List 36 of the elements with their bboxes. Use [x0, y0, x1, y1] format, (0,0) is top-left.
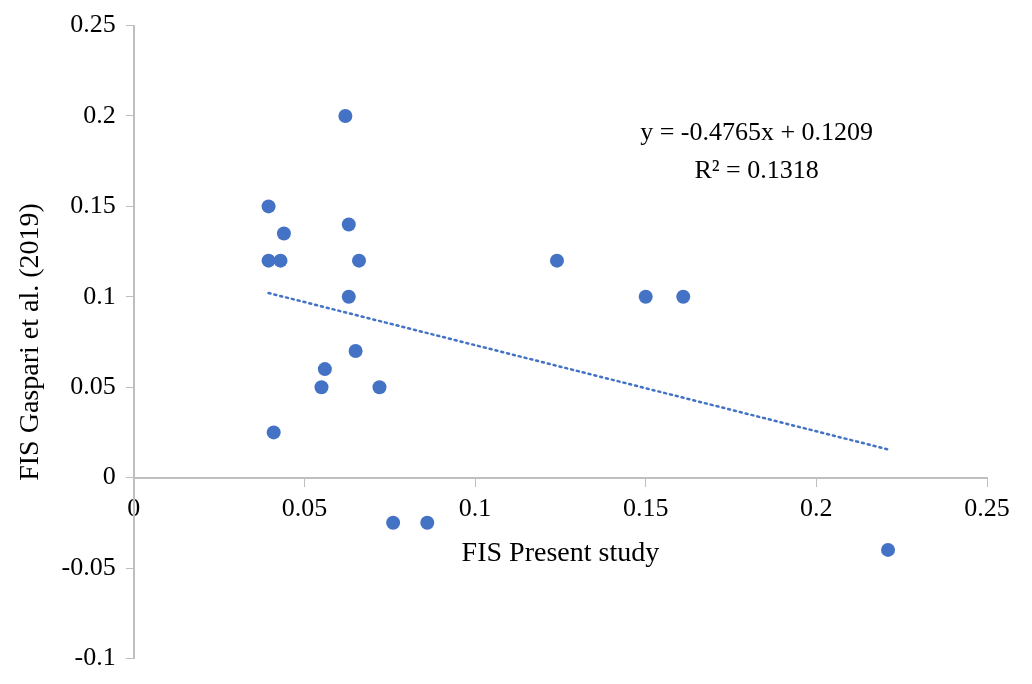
- point: [352, 253, 367, 268]
- y-tick-label: 0: [102, 461, 116, 491]
- annotation: R² = 0.1318: [694, 155, 819, 185]
- y-tick-label: 0.1: [83, 280, 116, 310]
- point: [420, 515, 435, 530]
- point: [338, 109, 353, 123]
- point: [386, 515, 401, 530]
- point: [266, 425, 281, 440]
- y-axis-title: FIS Gaspari et al. (2019): [13, 203, 45, 481]
- x-tick-label: 0.25: [964, 493, 1010, 523]
- point: [676, 289, 691, 304]
- y-tick-label: -0.05: [61, 551, 116, 581]
- x-tick-label: 0.15: [622, 493, 669, 523]
- point: [314, 380, 329, 395]
- y-tick-label: -0.1: [74, 642, 116, 672]
- y-tick-label: 0.05: [70, 371, 116, 401]
- x-tick-label: 0.1: [458, 493, 492, 523]
- y-tick-label: 0.25: [70, 9, 116, 39]
- point: [348, 344, 363, 359]
- point: [261, 199, 276, 214]
- x-axis-title: FIS Present study: [461, 535, 660, 567]
- point: [341, 289, 356, 304]
- point: [261, 253, 276, 268]
- point: [341, 217, 356, 232]
- annotation: y = -0.4765x + 0.1209: [640, 117, 874, 147]
- point: [317, 362, 332, 377]
- point: [273, 253, 288, 268]
- point: [881, 542, 896, 557]
- point: [372, 380, 387, 395]
- point: [276, 226, 291, 241]
- x-tick-label: 0.05: [281, 493, 328, 523]
- y-tick-label: 0.2: [83, 99, 116, 129]
- y-tick-label: 0.15: [70, 190, 116, 220]
- x-tick-label: 0.2: [800, 493, 833, 523]
- point: [549, 253, 564, 268]
- point: [638, 289, 653, 304]
